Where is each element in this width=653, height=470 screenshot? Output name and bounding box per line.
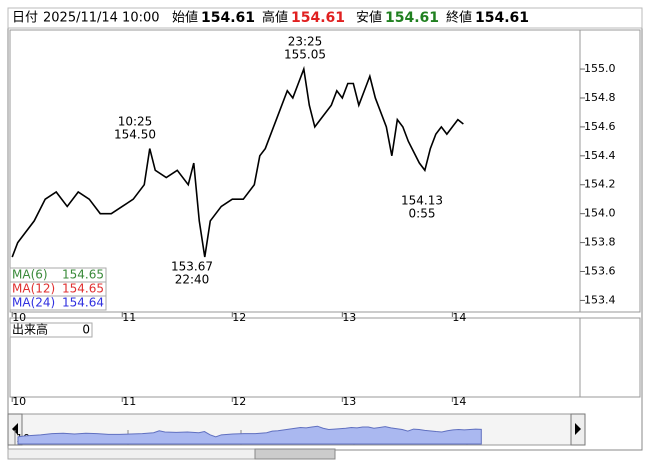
x-tick-label: 10	[12, 311, 26, 324]
volume-legend	[9, 322, 93, 338]
annotation: 154.50	[114, 128, 156, 142]
legend-name: MA(6)	[12, 268, 48, 282]
x-tick-label: 10	[12, 395, 26, 408]
arrow-left	[12, 423, 18, 435]
legend-name: MA(24)	[12, 296, 55, 310]
annotation: 155.05	[284, 48, 326, 62]
header-label: 日付	[12, 11, 38, 26]
x-tick-label: 12	[232, 395, 246, 408]
annotation: 0:55	[409, 207, 436, 221]
x-tick-label: 13	[342, 311, 356, 324]
x-tick-label: 11	[122, 395, 136, 408]
x-tick-label: 14	[452, 311, 466, 324]
y-tick-label: 154.8	[584, 91, 616, 104]
x-tick-label: 12	[232, 311, 246, 324]
annotation: 22:40	[175, 273, 210, 287]
y-tick-label: 155.0	[584, 62, 616, 75]
annotation: 154.13	[401, 194, 443, 208]
header-value: 154.61	[201, 10, 255, 26]
annotation: 10:25	[118, 115, 153, 129]
price-line	[11, 65, 464, 258]
legend-name: MA(12)	[12, 282, 55, 296]
x-tick-label: 13	[342, 395, 356, 408]
header-bar	[7, 7, 643, 29]
header-label: 終値	[446, 10, 472, 26]
volume-value: 0	[82, 323, 90, 337]
legend-box	[9, 295, 107, 311]
header-label: 安値	[356, 10, 382, 26]
header-label: 始値	[172, 10, 198, 26]
main-panel	[9, 29, 581, 313]
header-value: 154.61	[475, 10, 529, 26]
nav-area	[17, 425, 482, 445]
y-axis-panel	[579, 29, 641, 313]
header-value: 2025/11/14 10:00	[43, 11, 160, 26]
y-tick-label: 153.6	[584, 265, 616, 278]
header-value: 154.61	[291, 10, 345, 26]
arrow-right	[575, 423, 581, 435]
y-tick-label: 153.8	[584, 236, 616, 249]
y-tick-label: 154.2	[584, 178, 616, 191]
annotation: 23:25	[288, 35, 323, 49]
volume-panel	[9, 317, 581, 398]
y-tick-label: 154.6	[584, 120, 616, 133]
header-label: 高値	[262, 10, 288, 26]
legend-value: 154.65	[62, 268, 104, 282]
annotation: 153.67	[171, 260, 213, 274]
header-value: 154.61	[385, 10, 439, 26]
legend-value: 154.64	[62, 296, 104, 310]
scrollbar-thumb[interactable]	[254, 448, 336, 460]
y-tick-label: 153.4	[584, 293, 616, 306]
x-tick-label: 11	[122, 311, 136, 324]
y-tick-label: 154.4	[584, 149, 616, 162]
y-tick-label: 154.0	[584, 207, 616, 220]
volume-label: 出来高	[12, 322, 48, 337]
volume-axis-panel	[579, 317, 641, 398]
x-tick-label: 14	[452, 395, 466, 408]
legend-value: 154.65	[62, 282, 104, 296]
